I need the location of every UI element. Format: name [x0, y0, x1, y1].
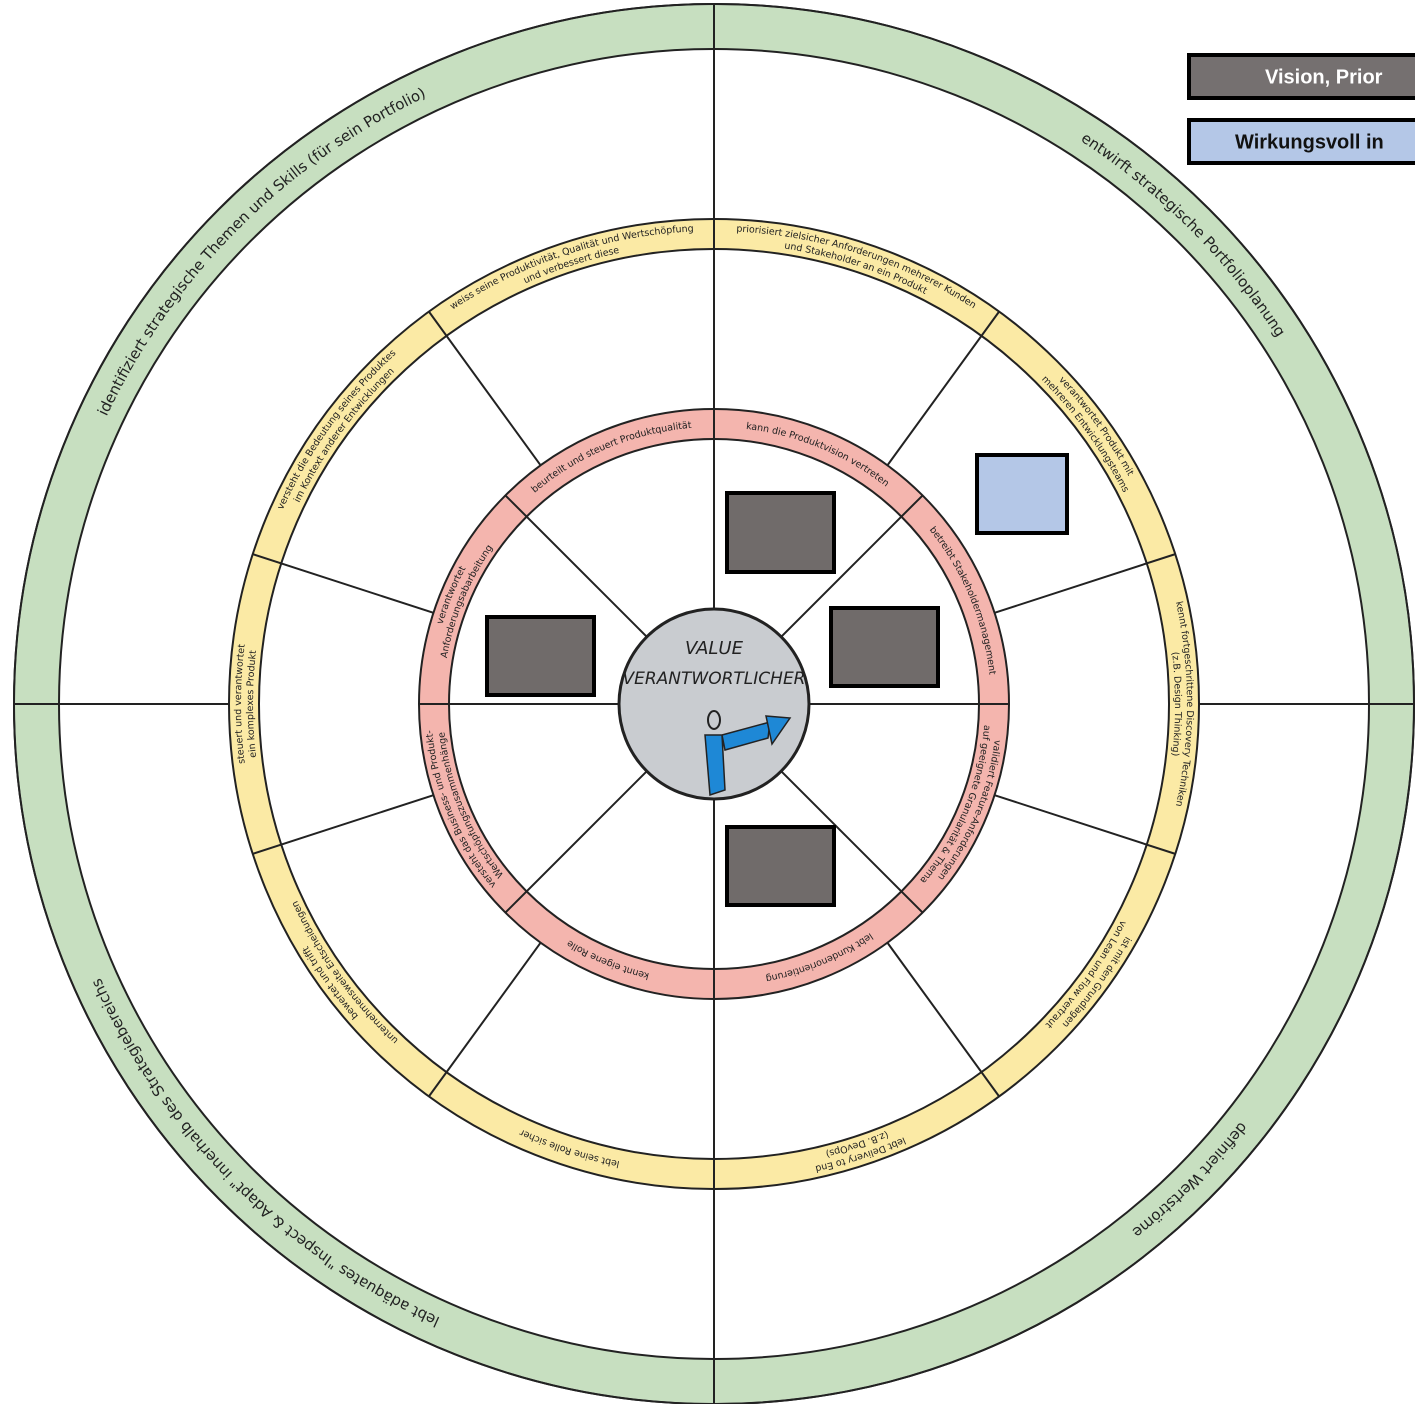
legend-label: Wirkungsvoll in — [1235, 131, 1384, 153]
gray-box — [831, 608, 938, 686]
legend-label: Vision, Prior — [1265, 66, 1383, 88]
center-label: VALUE — [685, 638, 744, 659]
rings: entwirft strategische Portfolioplanungde… — [14, 4, 1414, 1404]
center-label: VERANTWORTLICHER — [623, 669, 806, 689]
wheel: entwirft strategische Portfolioplanungde… — [0, 0, 1415, 1404]
gray-box — [487, 617, 594, 695]
gray-box — [727, 827, 834, 905]
blue-box — [977, 455, 1067, 533]
gray-box — [727, 493, 834, 572]
